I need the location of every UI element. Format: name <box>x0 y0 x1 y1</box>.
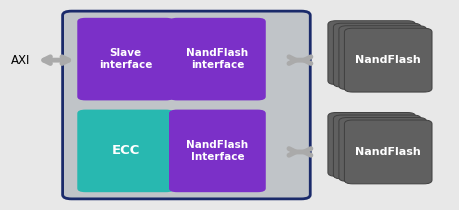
FancyBboxPatch shape <box>338 118 425 181</box>
FancyBboxPatch shape <box>333 115 420 179</box>
FancyBboxPatch shape <box>344 120 431 184</box>
FancyBboxPatch shape <box>168 110 265 192</box>
FancyBboxPatch shape <box>333 23 420 87</box>
FancyBboxPatch shape <box>168 18 265 100</box>
Text: AXI: AXI <box>11 54 30 67</box>
Text: Slave
interface: Slave interface <box>99 48 152 70</box>
FancyBboxPatch shape <box>77 110 174 192</box>
Text: NandFlash: NandFlash <box>354 55 420 65</box>
Text: NandFlash
interface: NandFlash interface <box>186 48 248 70</box>
Text: NandFlash: NandFlash <box>354 147 420 157</box>
FancyBboxPatch shape <box>62 11 309 199</box>
FancyBboxPatch shape <box>327 21 414 85</box>
Text: NandFlash
Interface: NandFlash Interface <box>186 140 248 162</box>
Text: ECC: ECC <box>111 144 140 157</box>
FancyBboxPatch shape <box>327 113 414 176</box>
FancyBboxPatch shape <box>344 28 431 92</box>
FancyBboxPatch shape <box>77 18 174 100</box>
FancyBboxPatch shape <box>338 26 425 89</box>
